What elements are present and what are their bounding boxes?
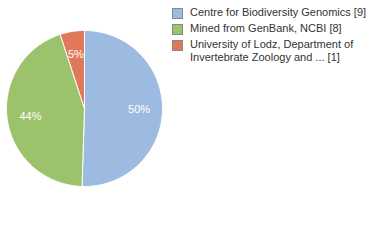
html-text:University of Lodz, Department: University of Lodz, Department of Invert…: [190, 38, 354, 63]
html-text:Mined from GenBank, NCBI [8]: Mined from GenBank, NCBI [8]: [190, 22, 342, 34]
svg-text:50%: 50%: [128, 103, 150, 115]
svg-text:44%: 44%: [19, 110, 41, 122]
html-text:Centre for Biodiversity Genomi: Centre for Biodiversity Genomics [9]: [190, 6, 367, 18]
svg-text:5%: 5%: [68, 48, 84, 60]
